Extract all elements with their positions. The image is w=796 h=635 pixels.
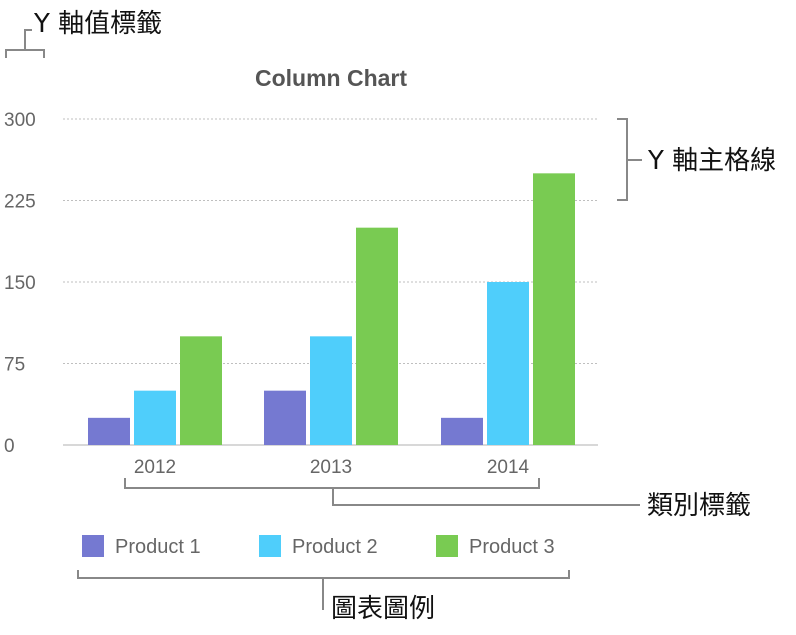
y-axis-value-labels-bracket: [5, 29, 45, 58]
y-tick-label: 0: [4, 436, 15, 457]
y-axis-major-gridlines-bracket: [617, 118, 642, 201]
legend-swatch: [82, 535, 104, 557]
chart-legend: Product 1 Product 2 Product 3: [82, 535, 555, 558]
x-tick-label: 2013: [310, 457, 352, 478]
y-tick-label: 300: [4, 110, 36, 131]
y-axis-major-gridlines-annotation: Y 軸主格線: [617, 118, 776, 201]
bar: [487, 282, 529, 445]
y-tick-label: 225: [4, 192, 36, 213]
legend-swatch: [436, 535, 458, 557]
y-axis-major-gridlines-annotation-text: Y 軸主格線: [647, 146, 776, 176]
y-tick-label: 150: [4, 273, 36, 294]
category-labels-annotation: 類別標籤: [124, 478, 751, 521]
legend-label: Product 1: [115, 536, 201, 558]
chart-title: Column Chart: [255, 65, 407, 91]
x-tick-label: 2012: [134, 457, 176, 478]
bar: [356, 227, 398, 445]
legend-swatch: [259, 535, 281, 557]
bar: [533, 173, 575, 446]
plot-area: 0 75 150 225 300 2012 2013 2014: [4, 110, 598, 478]
chart-legend-annotation: 圖表圖例: [77, 570, 570, 624]
chart-legend-annotation-text: 圖表圖例: [331, 594, 435, 624]
chart-legend-bracket: [77, 570, 570, 610]
bar: [264, 390, 306, 445]
x-tick-label: 2014: [487, 457, 530, 478]
y-axis-value-labels-annotation-text: Y 軸值標籤: [33, 9, 162, 39]
category-labels-annotation-text: 類別標籤: [647, 491, 751, 521]
y-axis-value-labels-annotation: Y 軸值標籤: [5, 9, 162, 58]
category-labels-bracket: [124, 478, 640, 506]
bar: [180, 336, 222, 445]
bar: [441, 417, 483, 445]
legend-label: Product 3: [469, 536, 555, 558]
bar: [88, 417, 130, 445]
legend-label: Product 2: [292, 536, 378, 558]
bar: [134, 390, 176, 445]
y-tick-label: 75: [4, 355, 25, 376]
bar: [310, 336, 352, 445]
